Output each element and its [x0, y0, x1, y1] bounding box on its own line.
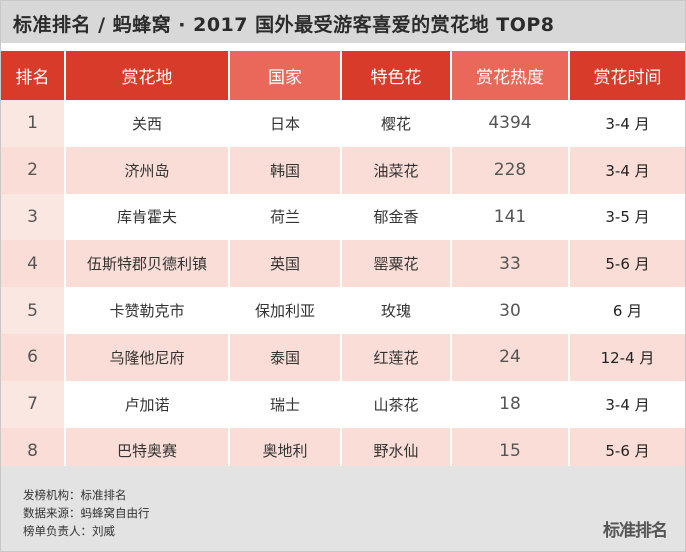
- popularity-cell: 228: [450, 146, 569, 194]
- location-cell: 乌隆他尼府: [64, 333, 229, 381]
- header-location: 赏花地: [64, 51, 229, 100]
- brand-logo: 标准排名: [603, 521, 668, 541]
- season-cell: 3-4 月: [568, 100, 685, 147]
- flower-cell: 玫瑰: [340, 287, 451, 334]
- rank-cell: 1: [1, 100, 65, 147]
- popularity-cell: 141: [450, 193, 569, 241]
- season-cell: 6 月: [568, 287, 685, 334]
- location-cell: 关西: [64, 100, 229, 147]
- page-title: 标准排名 / 蚂蜂窝 · 2017 国外最受游客喜爱的赏花地 TOP8: [13, 14, 555, 36]
- country-cell: 泰国: [228, 333, 341, 381]
- table-row: 7 卢加诺 瑞士 山茶花 18 3-4 月: [1, 380, 685, 428]
- flower-cell: 油菜花: [340, 146, 451, 194]
- table-row: 3 库肯霍夫 荷兰 郁金香 141 3-5 月: [1, 193, 685, 241]
- season-cell: 3-4 月: [568, 380, 685, 428]
- popularity-cell: 30: [450, 287, 569, 334]
- footer: 发榜机构：标准排名 数据来源：蚂蜂窝自由行 榜单负责人：刘威 标准排名: [1, 466, 685, 551]
- location-cell: 卢加诺: [64, 380, 229, 428]
- location-cell: 伍斯特郡贝德利镇: [64, 240, 229, 288]
- header-country: 国家: [228, 51, 341, 100]
- rank-cell: 6: [1, 333, 65, 381]
- rank-cell: 2: [1, 146, 65, 194]
- flower-cell: 山茶花: [340, 380, 451, 428]
- rank-cell: 5: [1, 287, 65, 334]
- flower-cell: 罂粟花: [340, 240, 451, 288]
- table-row: 1 关西 日本 樱花 4394 3-4 月: [1, 100, 685, 147]
- table-row: 4 伍斯特郡贝德利镇 英国 罂粟花 33 5-6 月: [1, 240, 685, 288]
- publisher-line: 发榜机构：标准排名: [23, 488, 127, 502]
- source-line: 数据来源：蚂蜂窝自由行: [23, 506, 150, 520]
- location-cell: 库肯霍夫: [64, 193, 229, 241]
- rank-cell: 3: [1, 193, 65, 241]
- popularity-cell: 4394: [450, 100, 569, 147]
- table-row: 6 乌隆他尼府 泰国 红莲花 24 12-4 月: [1, 333, 685, 381]
- popularity-cell: 33: [450, 240, 569, 288]
- header-rank: 排名: [1, 51, 65, 100]
- popularity-cell: 24: [450, 333, 569, 381]
- country-cell: 英国: [228, 240, 341, 288]
- editor-line: 榜单负责人：刘威: [23, 524, 115, 538]
- header-popularity: 赏花热度: [450, 51, 569, 100]
- season-cell: 12-4 月: [568, 333, 685, 381]
- flower-cell: 樱花: [340, 100, 451, 147]
- title-bar: 标准排名 / 蚂蜂窝 · 2017 国外最受游客喜爱的赏花地 TOP8: [1, 1, 685, 43]
- rank-cell: 7: [1, 380, 65, 428]
- country-cell: 韩国: [228, 146, 341, 194]
- header-flower: 特色花: [340, 51, 451, 100]
- header-season: 赏花时间: [568, 51, 685, 100]
- season-cell: 3-5 月: [568, 193, 685, 241]
- ranking-table: 排名 赏花地 国家 特色花 赏花热度 赏花时间 1 关西 日本 樱花 4394 …: [1, 51, 685, 475]
- location-cell: 卡赞勒克市: [64, 287, 229, 334]
- table-header-row: 排名 赏花地 国家 特色花 赏花热度 赏花时间: [1, 51, 685, 100]
- season-cell: 3-4 月: [568, 146, 685, 194]
- country-cell: 瑞士: [228, 380, 341, 428]
- rank-cell: 4: [1, 240, 65, 288]
- season-cell: 5-6 月: [568, 240, 685, 288]
- flower-cell: 郁金香: [340, 193, 451, 241]
- footer-credits: 发榜机构：标准排名 数据来源：蚂蜂窝自由行 榜单负责人：刘威: [23, 486, 150, 540]
- location-cell: 济州岛: [64, 146, 229, 194]
- popularity-cell: 18: [450, 380, 569, 428]
- table-row: 2 济州岛 韩国 油菜花 228 3-4 月: [1, 146, 685, 194]
- country-cell: 日本: [228, 100, 341, 147]
- country-cell: 荷兰: [228, 193, 341, 241]
- country-cell: 保加利亚: [228, 287, 341, 334]
- flower-cell: 红莲花: [340, 333, 451, 381]
- table-row: 5 卡赞勒克市 保加利亚 玫瑰 30 6 月: [1, 287, 685, 334]
